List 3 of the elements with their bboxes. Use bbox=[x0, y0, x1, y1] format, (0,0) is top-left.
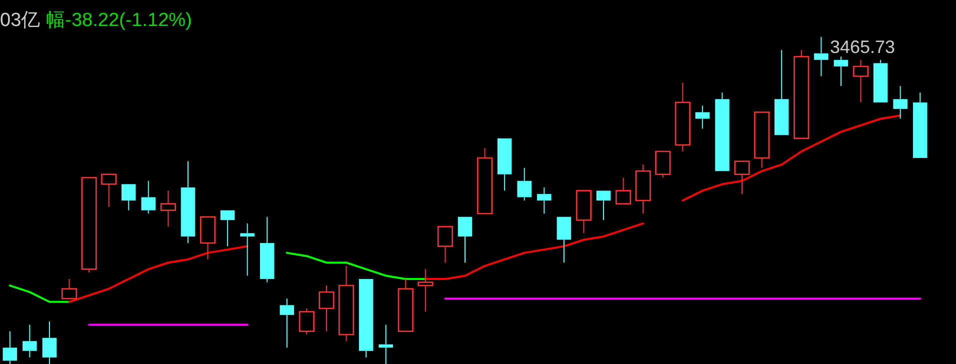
text: 幅-38.22(-1.12%) bbox=[46, 10, 192, 31]
text: 03亿 bbox=[0, 10, 40, 31]
annotation: 3465.73 bbox=[830, 37, 896, 57]
